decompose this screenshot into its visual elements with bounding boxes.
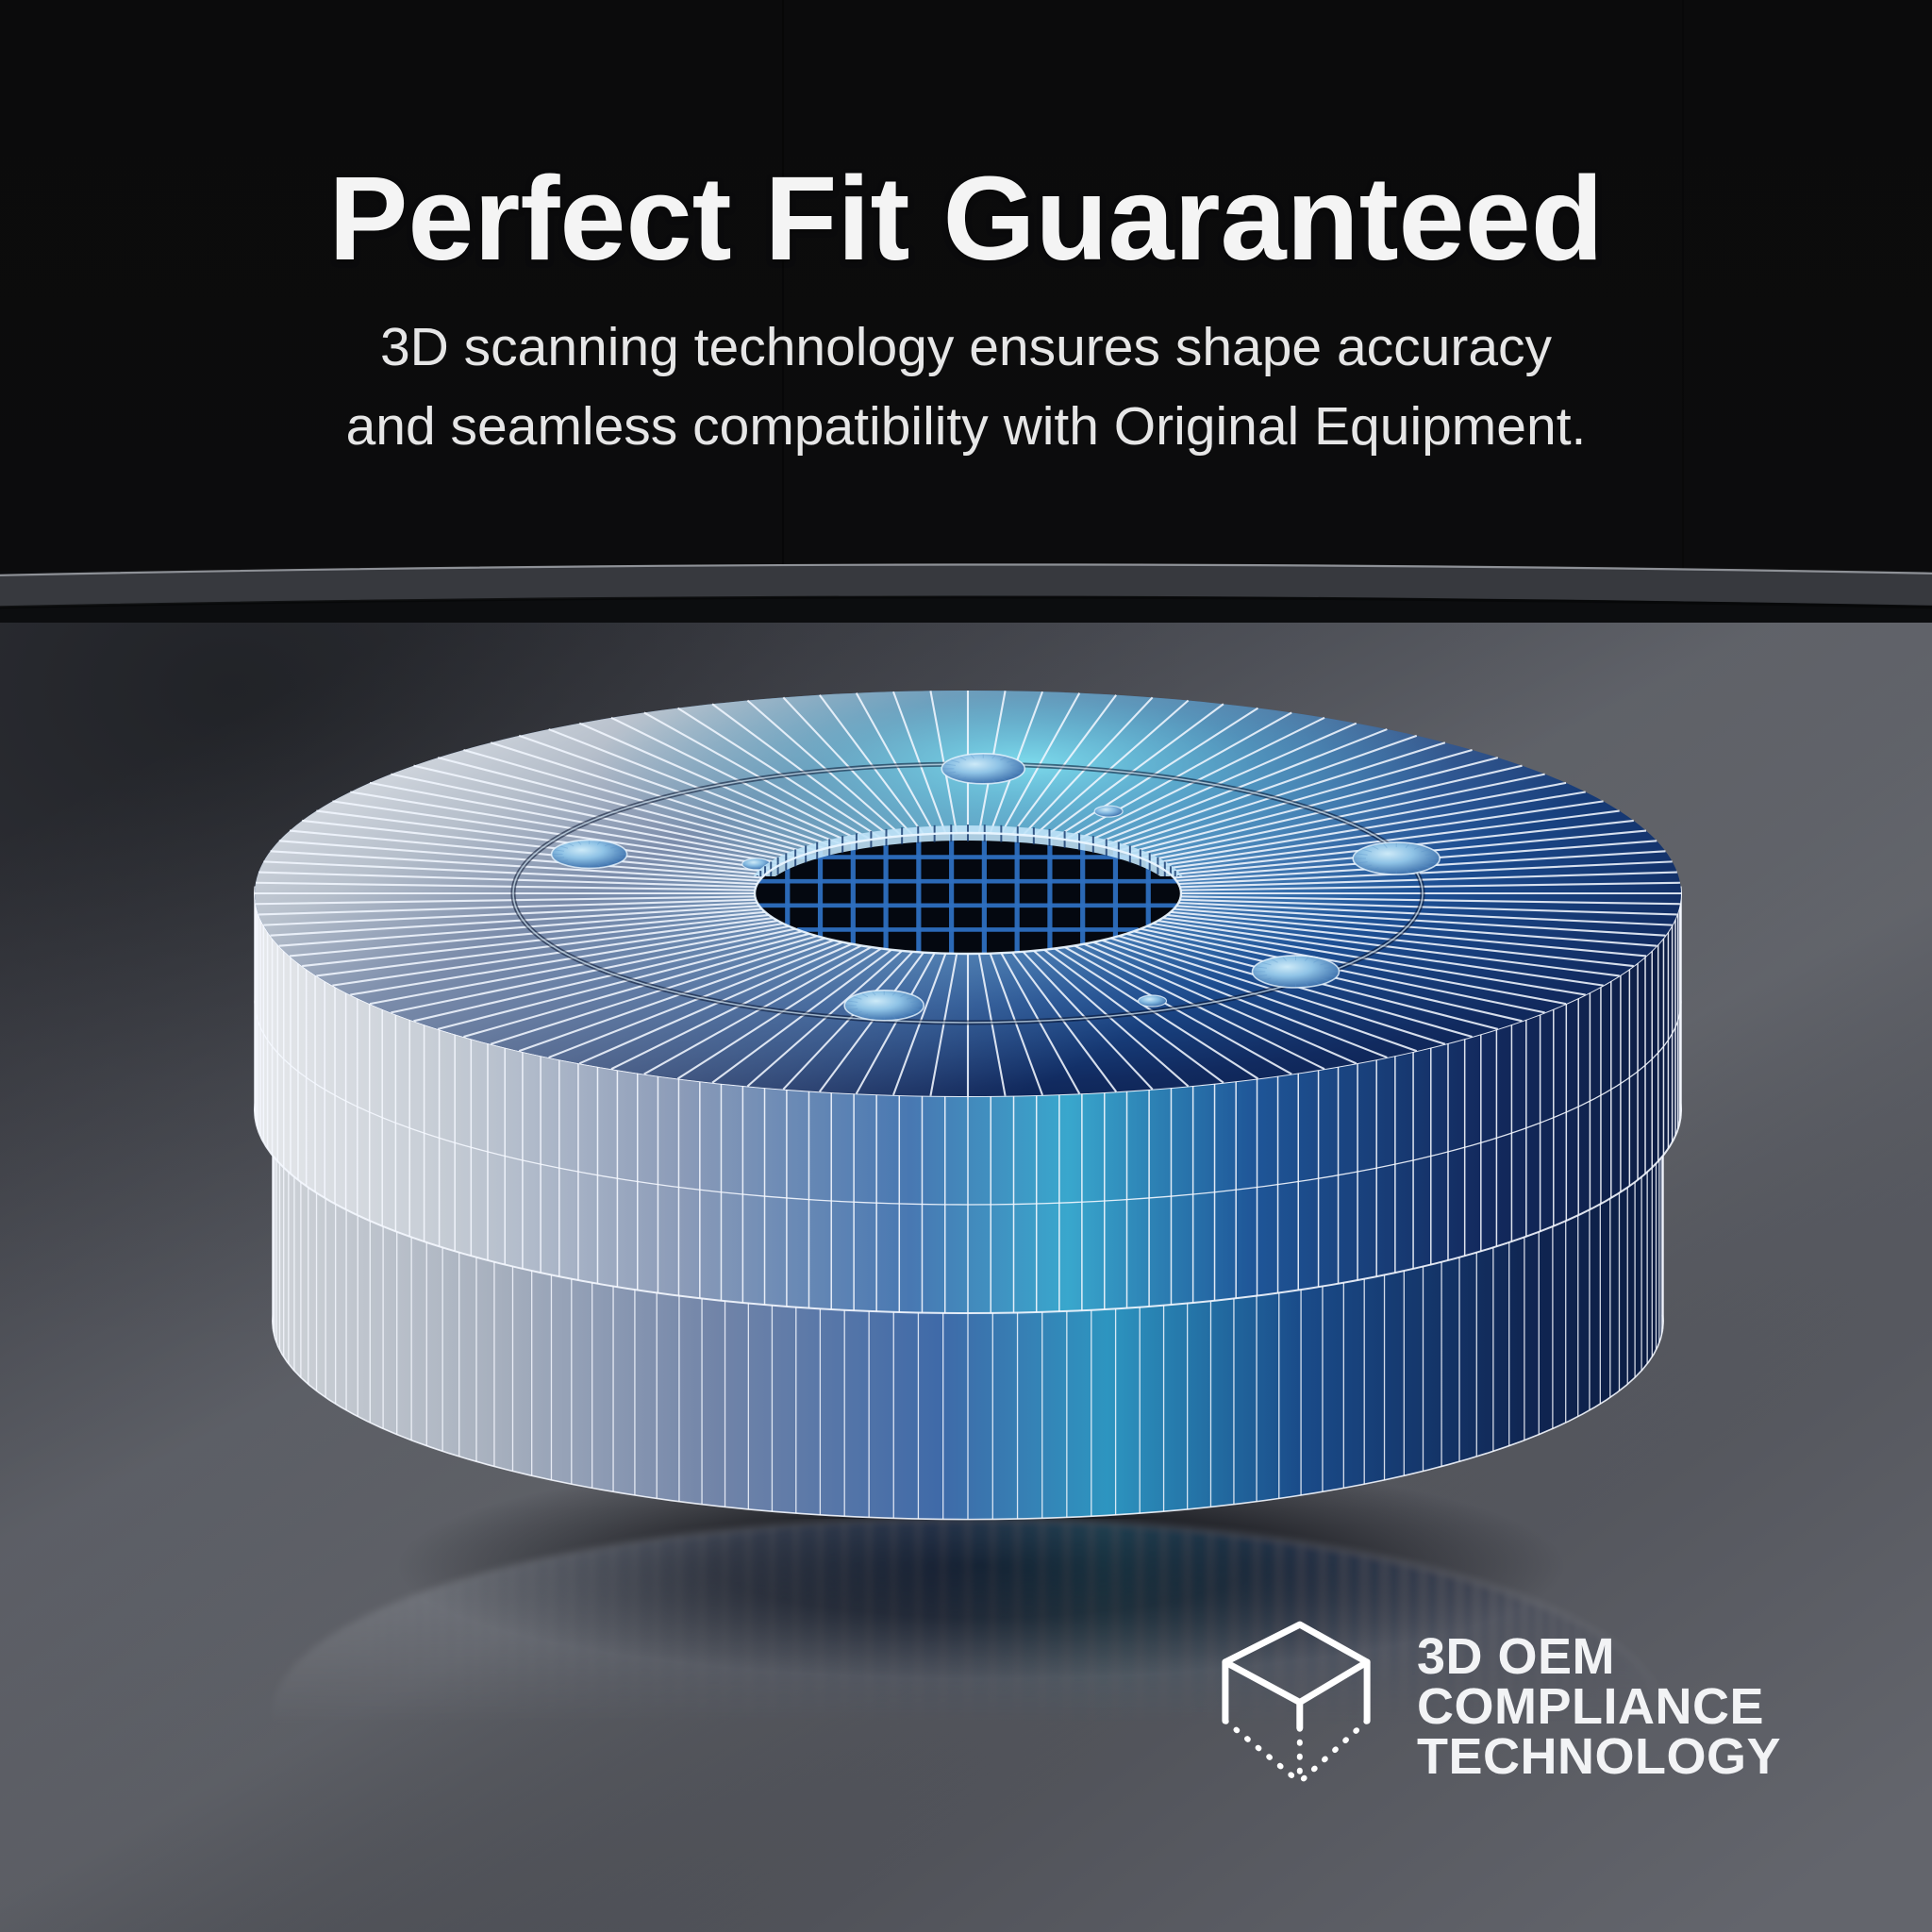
svg-text:TECHNOLOGY: TECHNOLOGY bbox=[1417, 1728, 1781, 1785]
svg-text:COMPLIANCE: COMPLIANCE bbox=[1417, 1678, 1764, 1735]
svg-text:3D OEM: 3D OEM bbox=[1417, 1628, 1615, 1685]
